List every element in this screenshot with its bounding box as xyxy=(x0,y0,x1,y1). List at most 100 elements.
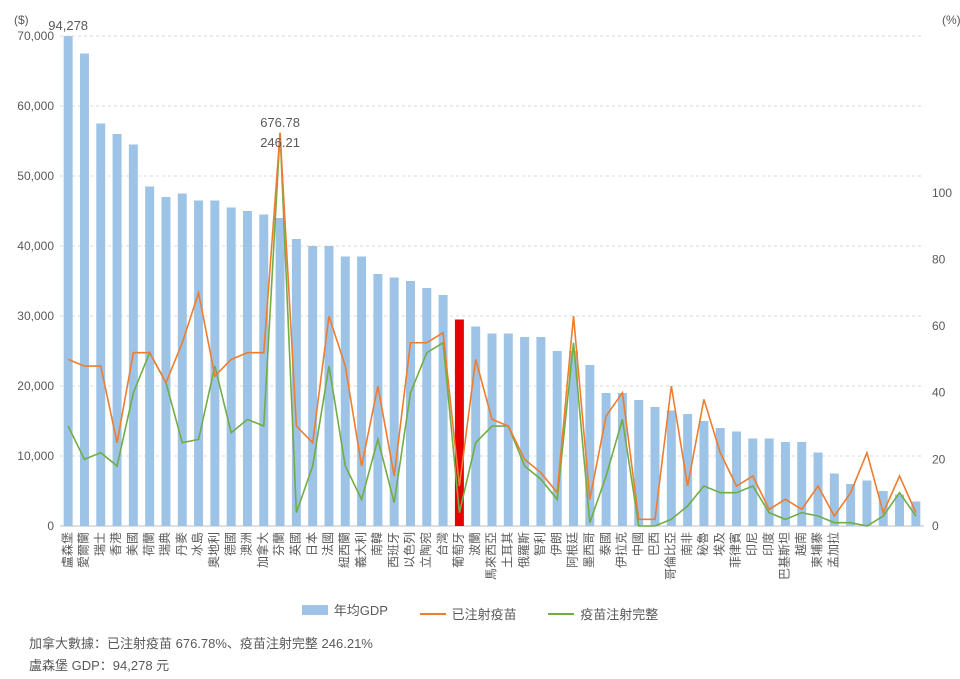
legend-label: 已注射疫苗 xyxy=(452,604,517,623)
legend-label: 年均GDP xyxy=(334,600,388,619)
x-category-label: 印尼 xyxy=(745,532,759,556)
annotation-label: 246.21 xyxy=(260,135,300,150)
x-category-label: 德國 xyxy=(222,532,237,556)
svg-text:80: 80 xyxy=(932,252,946,266)
svg-text:60,000: 60,000 xyxy=(17,99,54,113)
bar xyxy=(406,281,415,526)
svg-text:20: 20 xyxy=(932,452,946,466)
x-category-label: 伊拉克 xyxy=(614,532,629,568)
x-category-label: 埃及 xyxy=(712,532,726,556)
x-category-label: 柬埔寨 xyxy=(809,532,824,568)
x-category-label: 瑞典 xyxy=(158,532,172,556)
x-category-label: 加拿大 xyxy=(255,532,270,568)
footnote-line-2: 盧森堡 GDP：94,278 元 xyxy=(29,655,169,674)
svg-text:0: 0 xyxy=(47,519,54,533)
bar xyxy=(178,194,187,527)
x-category-label: 墨西哥 xyxy=(582,532,596,568)
legend-item-fully: 疫苗注射完整 xyxy=(548,604,658,623)
bar xyxy=(862,481,871,527)
svg-text:(%): (%) xyxy=(942,13,960,27)
legend-swatch-line xyxy=(548,613,574,615)
x-category-label: 瑞士 xyxy=(93,532,107,556)
legend-item-gdp: 年均GDP xyxy=(302,600,388,619)
x-category-label: 荷蘭 xyxy=(142,532,156,556)
bar-highlight xyxy=(455,320,464,527)
bar xyxy=(667,411,676,527)
annotation-label: 94,278 xyxy=(48,18,88,33)
x-category-label: 西班牙 xyxy=(386,532,400,568)
chart-svg: 010,00020,00030,00040,00050,00060,00070,… xyxy=(0,0,960,600)
x-category-label: 法國 xyxy=(321,532,335,556)
x-category-label: 台灣 xyxy=(434,532,449,556)
bar xyxy=(699,421,708,526)
svg-text:20,000: 20,000 xyxy=(17,379,54,393)
x-category-label: 南非 xyxy=(679,532,694,556)
bar xyxy=(96,124,105,527)
x-category-label: 阿根廷 xyxy=(566,532,580,568)
bar xyxy=(243,211,252,526)
x-category-label: 土耳其 xyxy=(500,532,514,568)
bar xyxy=(341,257,350,527)
x-category-label: 英國 xyxy=(289,532,303,556)
bar xyxy=(536,337,545,526)
x-category-label: 紐西蘭 xyxy=(337,532,351,568)
x-category-label: 丹麥 xyxy=(174,532,188,556)
bar xyxy=(422,288,431,526)
x-category-label: 馬來西亞 xyxy=(484,532,498,580)
x-category-label: 印度 xyxy=(760,532,775,556)
x-category-label: 俄羅斯 xyxy=(517,532,531,568)
x-category-label: 泰國 xyxy=(598,532,612,556)
x-category-label: 愛爾蘭 xyxy=(77,532,91,568)
bar xyxy=(651,407,660,526)
bar xyxy=(194,201,203,527)
legend-item-vaccinated: 已注射疫苗 xyxy=(420,604,517,623)
x-category-label: 南韓 xyxy=(369,532,384,556)
svg-text:40: 40 xyxy=(932,386,946,400)
svg-text:40,000: 40,000 xyxy=(17,239,54,253)
legend: 年均GDP 已注射疫苗 疫苗注射完整 xyxy=(0,600,960,623)
x-category-label: 中國 xyxy=(630,532,645,556)
x-category-label: 立陶宛 xyxy=(418,532,433,568)
bar xyxy=(846,484,855,526)
x-category-label: 冰島 xyxy=(190,532,205,556)
x-category-label: 巴基斯坦 xyxy=(778,532,792,580)
bar xyxy=(308,246,317,526)
x-category-label: 菲律賓 xyxy=(728,532,743,568)
footnote-line-1: 加拿大數據：已注射疫苗 676.78%、疫苗注射完整 246.21% xyxy=(29,633,373,652)
bar xyxy=(161,197,170,526)
x-category-label: 澳洲 xyxy=(240,532,254,556)
bar xyxy=(129,145,138,527)
annotation-label: 676.78 xyxy=(260,115,300,130)
chart-container: 010,00020,00030,00040,00050,00060,00070,… xyxy=(0,0,960,679)
svg-text:100: 100 xyxy=(932,186,952,200)
bar xyxy=(895,495,904,527)
bar xyxy=(276,218,285,526)
x-category-label: 葡萄牙 xyxy=(452,532,466,568)
bar xyxy=(80,54,89,527)
x-category-label: 越南 xyxy=(793,532,808,556)
x-category-label: 日本 xyxy=(305,532,319,556)
x-category-label: 以色列 xyxy=(403,532,417,568)
bar xyxy=(64,36,73,526)
x-category-label: 巴西 xyxy=(647,532,661,556)
bar xyxy=(781,442,790,526)
x-category-label: 芬蘭 xyxy=(272,532,286,556)
bar xyxy=(439,295,448,526)
bar xyxy=(145,187,154,527)
bar xyxy=(520,337,529,526)
svg-text:60: 60 xyxy=(932,319,946,333)
bar xyxy=(830,474,839,527)
bar xyxy=(227,208,236,527)
x-category-label: 波蘭 xyxy=(468,532,482,556)
svg-text:0: 0 xyxy=(932,519,939,533)
bar xyxy=(879,491,888,526)
legend-swatch-bar xyxy=(302,605,328,615)
svg-text:50,000: 50,000 xyxy=(17,169,54,183)
svg-text:($): ($) xyxy=(14,13,29,27)
x-category-label: 智利 xyxy=(532,532,547,556)
x-category-label: 秘魯 xyxy=(696,532,710,556)
x-category-label: 伊朗 xyxy=(549,532,563,556)
svg-text:10,000: 10,000 xyxy=(17,449,54,463)
x-category-label: 孟加拉 xyxy=(826,532,841,568)
bar xyxy=(471,327,480,527)
